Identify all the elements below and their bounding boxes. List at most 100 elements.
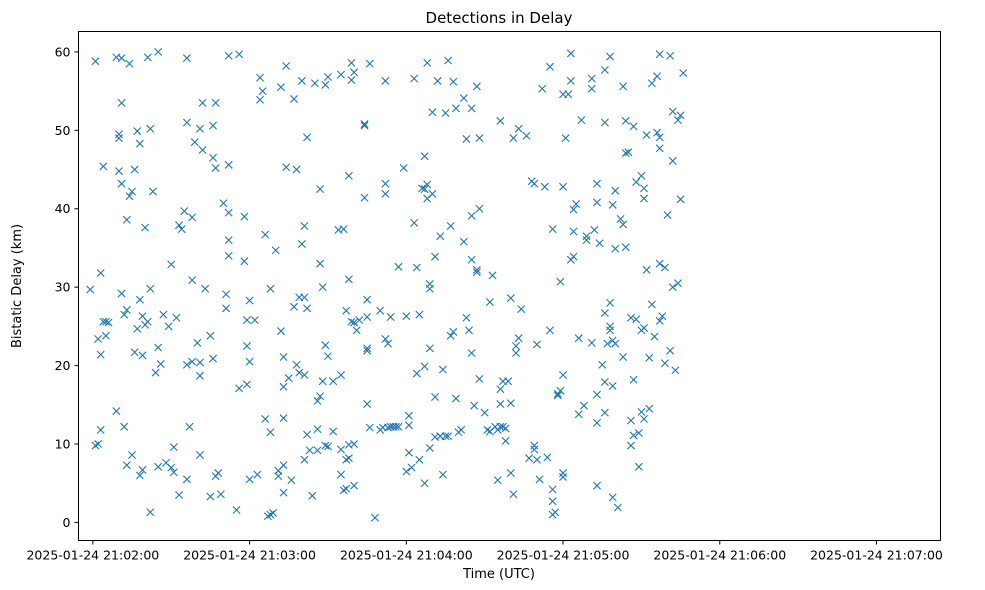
data-point [420, 152, 429, 161]
data-point [608, 382, 617, 390]
y-tick-label: 30 [55, 280, 71, 295]
data-point [572, 200, 581, 209]
data-point [214, 469, 223, 478]
data-point [514, 124, 523, 133]
data-point [363, 295, 372, 304]
data-point [433, 76, 442, 85]
data-point [425, 284, 434, 293]
data-point [459, 237, 468, 246]
data-point [350, 318, 359, 327]
data-point [363, 346, 372, 355]
data-point [360, 120, 369, 129]
data-point [399, 163, 408, 172]
data-point [175, 491, 184, 499]
data-point [258, 87, 267, 96]
data-point [590, 225, 599, 234]
y-axis-title: Bistatic Delay (km) [10, 224, 25, 348]
data-point [96, 425, 105, 434]
data-point [637, 171, 646, 180]
data-point [261, 414, 270, 423]
data-point [216, 490, 225, 499]
data-point [256, 95, 265, 104]
data-point [347, 76, 356, 85]
data-point [412, 263, 421, 272]
data-point [321, 341, 330, 350]
data-point [673, 116, 682, 125]
data-point [300, 371, 309, 380]
data-point [188, 213, 197, 222]
data-point [269, 509, 278, 518]
data-point [211, 163, 220, 172]
data-point [91, 57, 100, 66]
data-point [316, 392, 325, 401]
y-tick-label: 10 [55, 437, 71, 452]
data-point [626, 441, 635, 450]
data-point [655, 316, 664, 325]
data-point [115, 167, 123, 176]
data-point [595, 239, 604, 248]
data-point [242, 380, 251, 389]
data-point [350, 481, 359, 490]
x-tick-label: 2025-01-24 21:02:00 [26, 548, 159, 563]
data-point [634, 429, 643, 438]
x-tick-label: 2025-01-24 21:05:00 [497, 548, 630, 563]
data-point [613, 503, 622, 512]
data-point [303, 430, 312, 439]
data-point [305, 446, 314, 455]
data-point [266, 428, 275, 437]
data-point [629, 375, 638, 384]
data-point [195, 451, 204, 459]
data-point [514, 334, 523, 343]
data-point [438, 470, 447, 479]
data-point [182, 360, 191, 369]
data-point [548, 485, 557, 494]
data-point [569, 252, 578, 261]
data-point [292, 165, 301, 174]
data-point [619, 352, 628, 361]
data-point [94, 334, 103, 343]
data-point [138, 351, 147, 360]
data-point [496, 116, 505, 125]
data-point [459, 94, 468, 103]
data-point [313, 446, 322, 455]
data-point [428, 108, 437, 117]
data-point [548, 225, 557, 234]
data-point [472, 265, 481, 274]
data-point [135, 471, 144, 480]
data-point [472, 268, 481, 277]
data-point [446, 331, 455, 340]
data-point [391, 422, 400, 431]
data-point [444, 432, 453, 441]
data-point [582, 236, 591, 245]
data-point [222, 290, 231, 299]
data-point [619, 220, 628, 229]
x-tick-label: 2025-01-24 21:03:00 [183, 548, 316, 563]
data-point [224, 51, 233, 60]
data-point [177, 225, 186, 234]
data-point [632, 315, 641, 324]
data-point [292, 360, 301, 369]
data-point [530, 445, 539, 454]
data-point [606, 298, 615, 307]
data-point [135, 295, 144, 304]
data-point [133, 324, 142, 333]
data-point [634, 462, 643, 471]
data-point [611, 186, 620, 195]
data-point [250, 316, 259, 325]
data-point [287, 476, 296, 485]
data-point [125, 59, 134, 68]
data-point [384, 339, 393, 348]
data-point [512, 342, 521, 350]
data-point [587, 338, 596, 347]
data-point [323, 352, 332, 361]
data-point [640, 323, 649, 332]
data-point [673, 279, 682, 288]
data-point [290, 302, 298, 311]
data-point [381, 76, 390, 85]
data-point [556, 277, 565, 286]
data-point [506, 469, 515, 478]
data-point [658, 312, 667, 321]
data-point [480, 408, 489, 417]
data-point [535, 475, 544, 484]
data-point [577, 116, 586, 125]
